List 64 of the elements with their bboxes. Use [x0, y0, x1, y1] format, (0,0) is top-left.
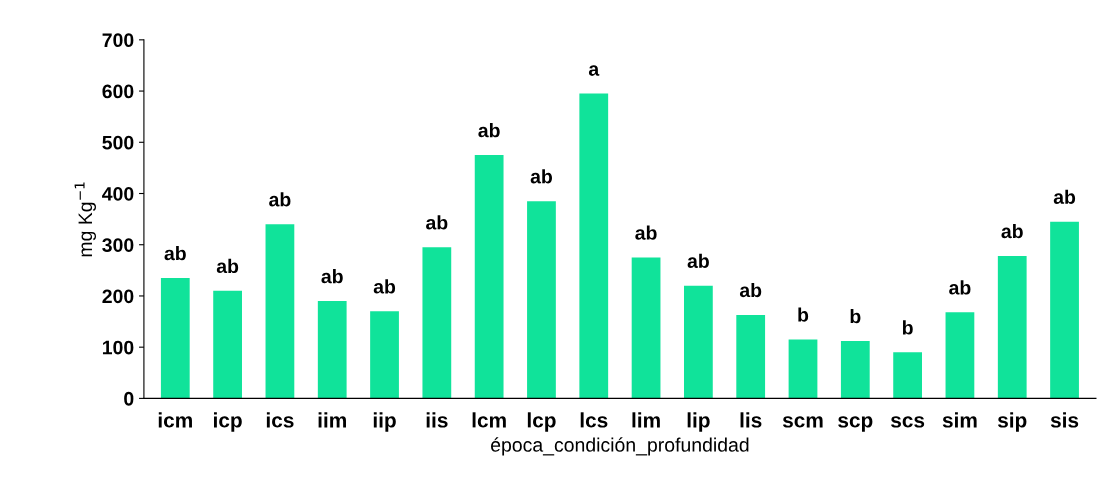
bar [997, 256, 1027, 399]
y-tick-label: 400 [102, 186, 134, 201]
y-axis-title: mg Kg$^{−1}$ [74, 182, 97, 257]
y-tick-label: 0 [124, 391, 134, 406]
data-label: ab [321, 269, 343, 284]
x-tick-label: sis [1050, 412, 1079, 428]
bar [474, 155, 504, 399]
data-label: ab [269, 192, 291, 207]
data-label: a [588, 65, 600, 76]
data-label: ab [478, 123, 500, 138]
x-tick-label: sim [942, 412, 977, 428]
x-tick-label: sip [997, 412, 1027, 432]
bar [160, 278, 190, 399]
bar [736, 314, 766, 399]
bar [684, 285, 713, 399]
y-tick-label: 700 [102, 33, 134, 48]
bar [422, 247, 452, 399]
y-tick-label: 300 [102, 238, 134, 252]
data-label: b [902, 320, 913, 335]
x-tick-label: lim [632, 412, 660, 428]
data-label: ab [426, 215, 448, 230]
x-tick-label: icp [214, 412, 242, 432]
bar [631, 257, 661, 399]
data-label: ab [687, 253, 709, 268]
x-tick-label: scm [782, 416, 823, 428]
data-label: ab [949, 280, 971, 295]
y-tick-label: 600 [102, 84, 134, 99]
x-tick-label: iip [373, 412, 396, 432]
data-label: ab [373, 279, 396, 294]
x-tick-label: icm [158, 412, 192, 428]
x-tick-label: lis [740, 412, 762, 428]
data-label: b [850, 309, 861, 324]
data-label: ab [530, 169, 553, 184]
x-tick-label: scs [890, 416, 925, 428]
data-label: ab [164, 246, 186, 261]
data-label: ab [739, 282, 762, 298]
bar [945, 312, 975, 399]
bar [265, 224, 295, 399]
x-tick-label: iis [426, 412, 448, 428]
bar [840, 341, 870, 399]
x-tick-label: ics [266, 412, 294, 428]
bar [579, 93, 609, 399]
x-tick-label: lip [687, 412, 710, 432]
data-label: ab [216, 258, 239, 274]
x-tick-label: iim [318, 412, 346, 428]
bar [1050, 221, 1079, 399]
bar [370, 311, 399, 399]
y-tick-label: 200 [102, 289, 134, 304]
data-label: ab [1053, 189, 1076, 204]
bar [213, 290, 242, 399]
x-axis-title: época_condición_profundidad [491, 437, 749, 456]
x-tick-label: lcs [580, 412, 608, 428]
data-label: ab [635, 225, 657, 240]
x-tick-label: scp [838, 416, 873, 432]
y-tick-label: 100 [102, 340, 134, 355]
x-tick-label: lcm [472, 412, 506, 428]
y-tick-label: 500 [102, 135, 134, 150]
data-label: ab [1001, 223, 1023, 239]
x-tick-label: lcp [527, 412, 556, 432]
bar [317, 301, 347, 399]
bar [527, 201, 556, 399]
data-label: b [798, 307, 809, 322]
bar [788, 339, 818, 399]
bar [893, 352, 922, 399]
